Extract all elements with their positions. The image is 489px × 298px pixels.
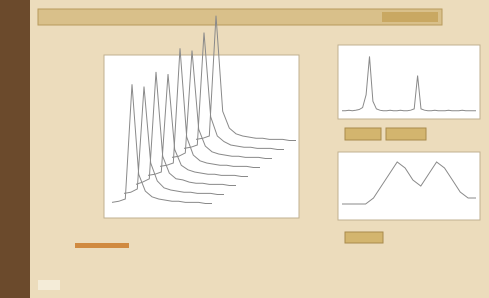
title-bar xyxy=(38,9,442,25)
status-box xyxy=(38,280,60,290)
title-button[interactable] xyxy=(382,12,438,22)
app-window xyxy=(0,0,489,298)
profile-plot xyxy=(338,152,480,220)
spectrum-plot xyxy=(338,45,480,119)
page: {"waterfall":{"type":"line","color":"#8a… xyxy=(0,0,489,298)
button[interactable] xyxy=(345,128,381,140)
button[interactable] xyxy=(386,128,426,140)
button[interactable] xyxy=(345,232,383,243)
background-edge xyxy=(0,0,30,298)
slider[interactable] xyxy=(75,243,129,248)
